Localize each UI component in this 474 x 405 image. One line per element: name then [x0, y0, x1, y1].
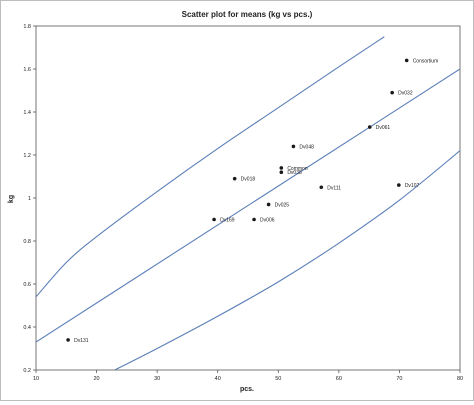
x-tick-label: 40 [215, 376, 221, 382]
data-point-group: Common [279, 166, 308, 172]
point-label: Common [287, 166, 308, 172]
chart-title: Scatter plot for means (kg vs pcs.) [182, 10, 313, 19]
y-tick-label: 0.2 [23, 368, 31, 374]
data-point [367, 125, 372, 129]
data-point-group: Dv107 [397, 183, 419, 189]
x-tick-label: 20 [94, 376, 100, 382]
y-tick-label: 1.2 [23, 153, 31, 159]
x-tick-label: 70 [396, 376, 402, 382]
fit-line-3 [114, 150, 460, 370]
data-point-group: Consortium [404, 58, 439, 64]
y-tick-label: 0.4 [23, 325, 31, 331]
data-point-group: Dv032 [390, 90, 413, 97]
fit-lines [36, 36, 460, 370]
y-tick-label: 0.8 [23, 239, 31, 245]
data-point [404, 58, 409, 63]
data-point [212, 217, 216, 222]
data-point-group: Dv025 [266, 202, 290, 208]
data-point-group: Dv111 [319, 185, 341, 191]
data-point [279, 170, 284, 174]
point-label: Dv111 [327, 185, 341, 191]
data-point-group: Dv061 [367, 125, 391, 131]
y-axis-label: kg [8, 195, 15, 203]
data-point [390, 90, 394, 95]
point-label: Dv025 [275, 202, 290, 208]
x-tick-label: 10 [33, 376, 39, 382]
x-tick-label: 50 [275, 376, 281, 382]
point-label: Dv061 [376, 125, 391, 131]
data-point-group: Dv038 [279, 170, 302, 176]
data-point-group: Dv018 [232, 176, 256, 183]
data-point [232, 176, 237, 181]
data-point [397, 183, 401, 187]
data-points: Dv131 Dv169 Dv006 Dv025 Dv018 Dv048 Dv111 Dv061… [66, 58, 438, 344]
data-point [252, 217, 256, 222]
x-axis-label: pcs. [240, 386, 254, 393]
fit-line-2 [36, 36, 385, 298]
y-tick-label: 0.6 [23, 282, 31, 288]
point-label: Dv032 [398, 91, 413, 97]
point-label: Dv107 [405, 183, 420, 189]
x-axis-ticks: 10 20 30 40 50 60 70 80 [33, 370, 463, 382]
data-point-group: Dv169 [212, 217, 235, 224]
y-tick-label: 1 [28, 196, 31, 202]
x-tick-label: 60 [336, 376, 342, 382]
y-tick-label: 1.6 [23, 67, 31, 73]
data-point-group: Dv131 [66, 338, 89, 344]
data-point-group: Dv006 [252, 217, 275, 224]
x-tick-label: 80 [457, 376, 463, 382]
y-axis-ticks: 0.2 0.4 0.6 0.8 1 1.2 1.4 1.6 1.8 [23, 24, 36, 374]
point-label: Dv006 [260, 218, 275, 224]
plot-area [35, 25, 461, 371]
data-point [66, 338, 70, 342]
point-label: Dv169 [220, 218, 235, 224]
x-tick-label: 30 [154, 376, 160, 382]
y-tick-label: 1.4 [23, 110, 31, 116]
data-point [291, 144, 296, 149]
fit-line-1 [36, 68, 460, 343]
data-point [279, 166, 284, 170]
point-label: Dv018 [241, 177, 256, 183]
y-tick-label: 1.8 [23, 24, 31, 30]
data-point [266, 202, 271, 207]
data-point-group: Dv048 [291, 144, 314, 150]
point-label: Consortium [413, 58, 439, 64]
point-label: Dv048 [299, 144, 314, 150]
point-label: Dv131 [74, 338, 89, 344]
data-point [319, 185, 324, 190]
point-label: Dv038 [287, 170, 302, 176]
